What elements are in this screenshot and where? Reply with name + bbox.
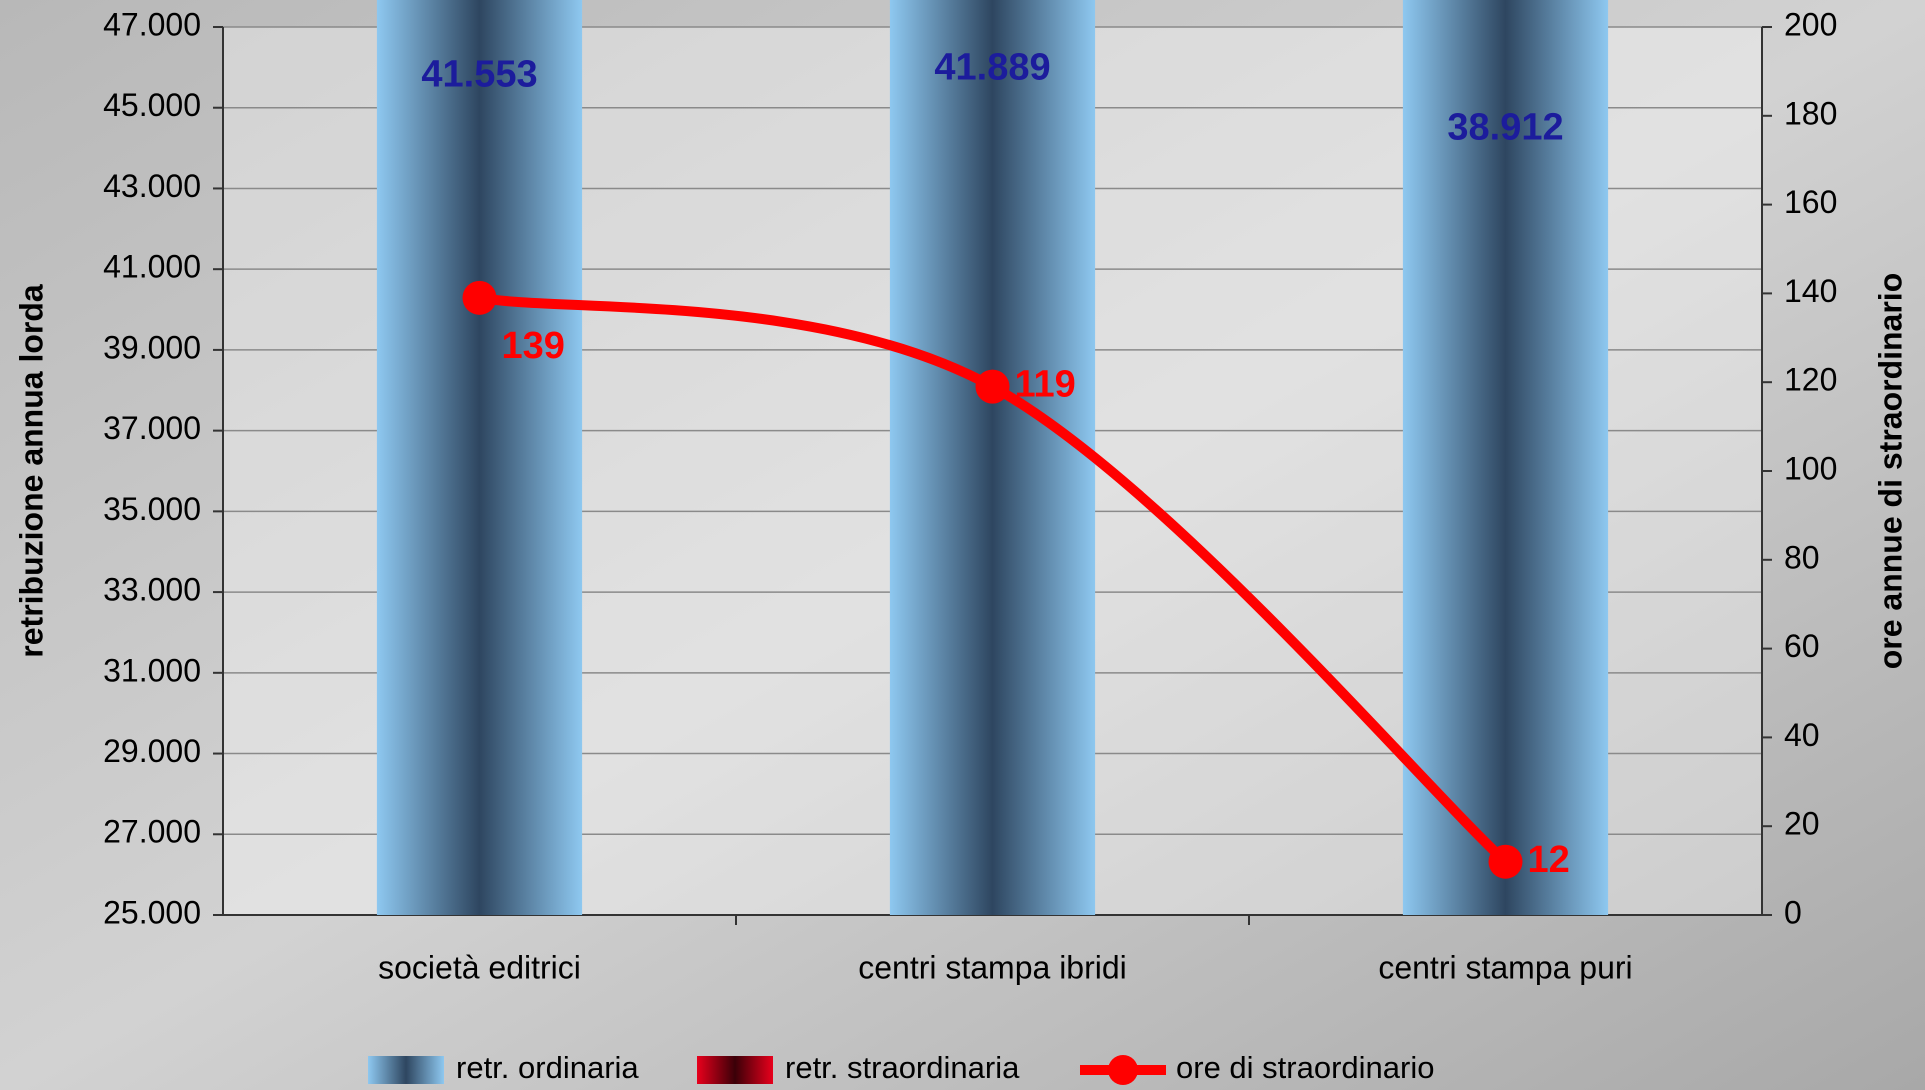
y2-tick-label: 140 [1784, 273, 1837, 309]
bar-segment [889, 0, 1096, 915]
data-label: 41.889 [934, 47, 1050, 89]
legend-swatch [1108, 1055, 1138, 1085]
y-tick-label: 41.000 [103, 249, 201, 285]
y-tick-label: 27.000 [103, 814, 201, 850]
y-tick-label: 37.000 [103, 410, 201, 446]
legend-swatch [697, 1056, 773, 1084]
y2-tick-label: 180 [1784, 95, 1837, 131]
data-label: 38.912 [1447, 107, 1563, 149]
y-tick-label: 43.000 [103, 168, 201, 204]
y-tick-label: 35.000 [103, 491, 201, 527]
legend-label: retr. straordinaria [785, 1050, 1020, 1085]
y2-axis-title: ore annue di straordinario [1872, 273, 1908, 670]
line-label: 139 [502, 325, 565, 367]
y2-tick-label: 0 [1784, 894, 1802, 930]
bar-segment [376, 0, 583, 916]
y-tick-label: 45.000 [103, 87, 201, 123]
y-tick-label: 25.000 [103, 894, 201, 930]
x-tick-label: società editrici [378, 949, 581, 985]
data-label: 41.553 [421, 53, 537, 95]
y2-tick-label: 160 [1784, 184, 1837, 220]
y2-tick-label: 120 [1784, 362, 1837, 398]
line-label: 12 [1528, 839, 1570, 881]
y2-tick-label: 200 [1784, 6, 1837, 42]
y-tick-label: 39.000 [103, 329, 201, 365]
y-tick-label: 47.000 [103, 6, 201, 42]
y-tick-label: 29.000 [103, 733, 201, 769]
x-tick-label: centri stampa puri [1378, 949, 1632, 985]
y2-tick-label: 80 [1784, 539, 1820, 575]
y-axis-title: retribuzione annua lorda [13, 284, 49, 658]
y-tick-label: 33.000 [103, 572, 201, 608]
line-marker [462, 280, 497, 315]
legend-label: retr. ordinaria [456, 1050, 639, 1085]
bar-segment [1402, 0, 1609, 915]
y2-tick-label: 40 [1784, 717, 1820, 753]
line-label: 119 [1015, 364, 1076, 406]
y2-tick-label: 20 [1784, 806, 1820, 842]
line-marker [1488, 844, 1523, 879]
y2-tick-label: 60 [1784, 628, 1820, 664]
y-tick-label: 31.000 [103, 652, 201, 688]
line-marker [975, 369, 1010, 404]
legend-label: ore di straordinario [1176, 1050, 1434, 1085]
x-tick-label: centri stampa ibridi [858, 949, 1127, 985]
y2-tick-label: 100 [1784, 450, 1837, 486]
legend-swatch [368, 1056, 444, 1084]
